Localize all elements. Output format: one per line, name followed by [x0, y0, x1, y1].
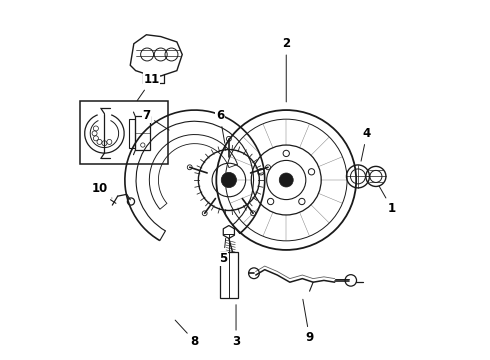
Text: 7: 7 — [142, 109, 169, 130]
Circle shape — [221, 172, 237, 188]
Bar — [135, 116, 150, 150]
Bar — [220, 252, 238, 298]
Text: 6: 6 — [216, 109, 225, 143]
Bar — [80, 101, 168, 164]
Text: 11: 11 — [137, 73, 160, 100]
Text: 1: 1 — [379, 186, 396, 215]
Bar — [129, 119, 135, 148]
Text: 8: 8 — [175, 320, 199, 348]
Text: 5: 5 — [220, 238, 228, 265]
Text: 2: 2 — [282, 37, 290, 102]
Text: 10: 10 — [92, 183, 112, 198]
Text: 9: 9 — [303, 299, 314, 344]
Text: 4: 4 — [361, 127, 371, 161]
Circle shape — [279, 173, 293, 187]
Text: 3: 3 — [232, 305, 240, 348]
